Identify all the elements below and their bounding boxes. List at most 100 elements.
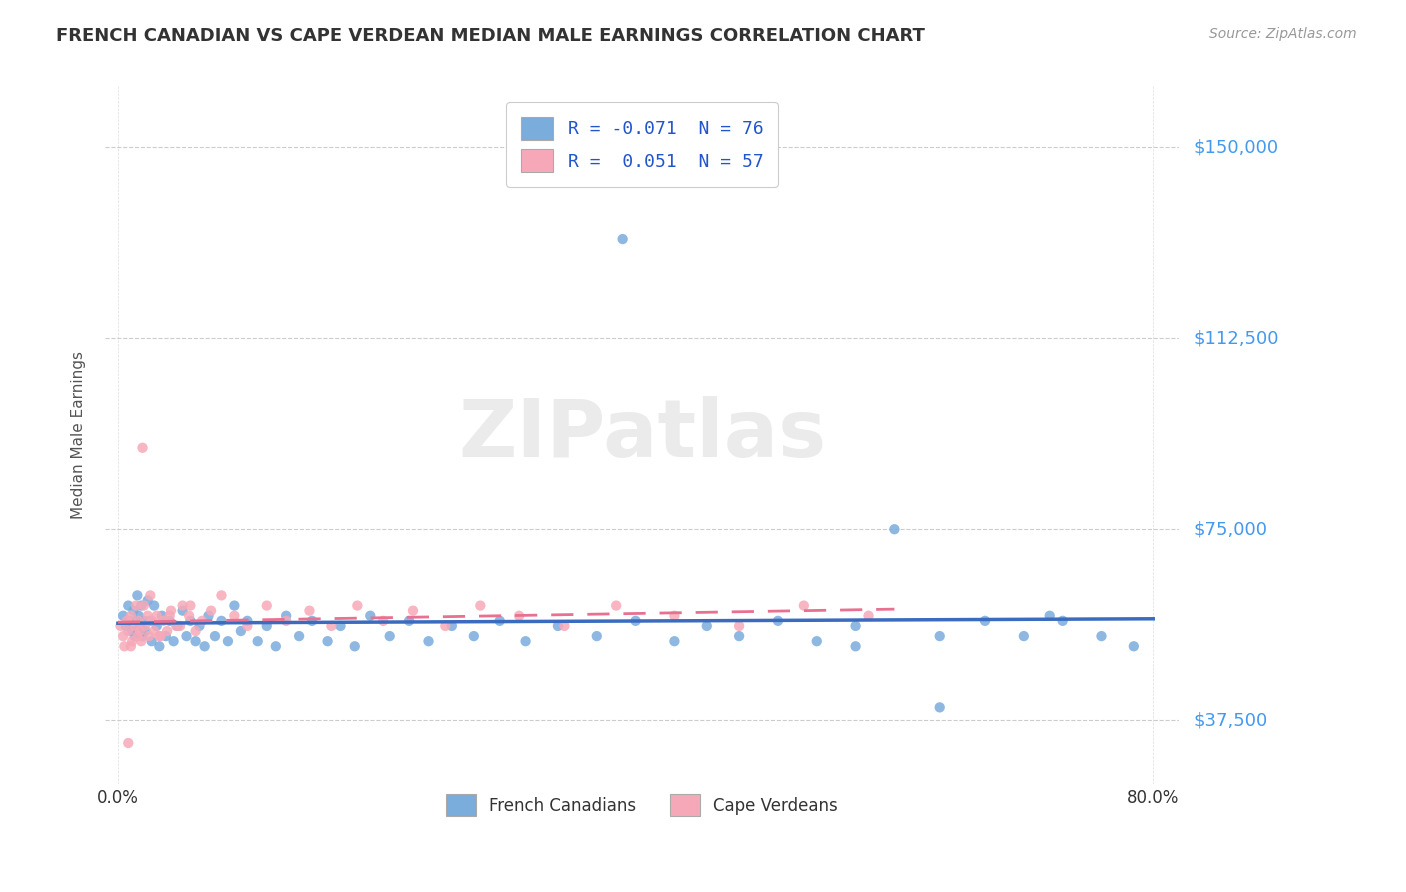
Point <box>612 232 634 246</box>
Y-axis label: Median Male Earnings: Median Male Earnings <box>72 351 86 519</box>
Text: $75,000: $75,000 <box>1194 520 1267 538</box>
Point <box>143 624 166 638</box>
Point <box>143 599 166 613</box>
Point <box>150 608 173 623</box>
Point <box>696 619 718 633</box>
Point <box>624 614 647 628</box>
Point <box>118 614 141 628</box>
Point <box>883 522 905 536</box>
Point <box>184 634 207 648</box>
Point <box>217 634 239 648</box>
Point <box>515 634 537 648</box>
Point <box>974 614 997 628</box>
Point <box>1039 608 1062 623</box>
Point <box>928 700 950 714</box>
Point <box>276 608 298 623</box>
Point <box>288 629 311 643</box>
Point <box>125 599 148 613</box>
Point <box>128 608 150 623</box>
Point <box>120 608 142 623</box>
Point <box>125 614 148 628</box>
Point <box>1090 629 1112 643</box>
Point <box>188 619 211 633</box>
Point <box>316 634 339 648</box>
Point <box>321 619 343 633</box>
Point <box>346 599 368 613</box>
Point <box>858 608 880 623</box>
Point <box>585 629 607 643</box>
Point <box>373 614 395 628</box>
Point <box>766 614 789 628</box>
Point <box>141 634 163 648</box>
Point <box>172 599 194 613</box>
Point <box>152 614 174 628</box>
Point <box>845 640 868 654</box>
Point <box>728 619 751 633</box>
Point <box>172 604 194 618</box>
Point <box>127 588 149 602</box>
Point <box>276 614 298 628</box>
Point <box>128 614 150 628</box>
Text: $150,000: $150,000 <box>1194 138 1278 156</box>
Point <box>329 619 352 633</box>
Point <box>129 619 152 633</box>
Point <box>470 599 492 613</box>
Text: $37,500: $37,500 <box>1194 711 1267 729</box>
Point <box>155 629 177 643</box>
Point <box>728 629 751 643</box>
Point <box>124 629 146 643</box>
Point <box>132 614 155 628</box>
Point <box>256 599 278 613</box>
Point <box>112 608 135 623</box>
Point <box>136 608 159 623</box>
Point <box>117 736 139 750</box>
Point <box>156 624 179 638</box>
Point <box>553 619 575 633</box>
Point <box>224 599 246 613</box>
Point <box>115 614 138 628</box>
Point <box>359 608 381 623</box>
Point <box>162 634 184 648</box>
Point <box>508 608 530 623</box>
Point <box>131 629 153 643</box>
Point <box>149 629 172 643</box>
Point <box>134 619 156 633</box>
Point <box>134 624 156 638</box>
Point <box>264 640 287 654</box>
Point <box>204 629 226 643</box>
Point <box>121 624 143 638</box>
Point <box>112 629 135 643</box>
Point <box>793 599 815 613</box>
Point <box>138 629 160 643</box>
Point <box>141 614 163 628</box>
Point <box>463 629 485 643</box>
Point <box>191 614 214 628</box>
Point <box>165 619 187 633</box>
Point <box>129 599 152 613</box>
Point <box>928 629 950 643</box>
Point <box>398 614 420 628</box>
Point <box>547 619 569 633</box>
Point <box>159 608 181 623</box>
Point <box>256 619 278 633</box>
Point <box>129 634 152 648</box>
Point <box>343 640 366 654</box>
Text: ZIPatlas: ZIPatlas <box>458 396 827 474</box>
Point <box>148 629 170 643</box>
Point <box>664 634 686 648</box>
Point <box>124 619 146 633</box>
Point <box>184 624 207 638</box>
Point <box>197 608 219 623</box>
Point <box>110 619 132 633</box>
Point <box>211 614 233 628</box>
Point <box>148 640 170 654</box>
Point <box>131 441 153 455</box>
Text: Source: ZipAtlas.com: Source: ZipAtlas.com <box>1209 27 1357 41</box>
Point <box>236 614 259 628</box>
Point <box>845 619 868 633</box>
Point <box>211 588 233 602</box>
Point <box>127 629 149 643</box>
Point <box>176 629 198 643</box>
Point <box>179 614 201 628</box>
Point <box>139 614 162 628</box>
